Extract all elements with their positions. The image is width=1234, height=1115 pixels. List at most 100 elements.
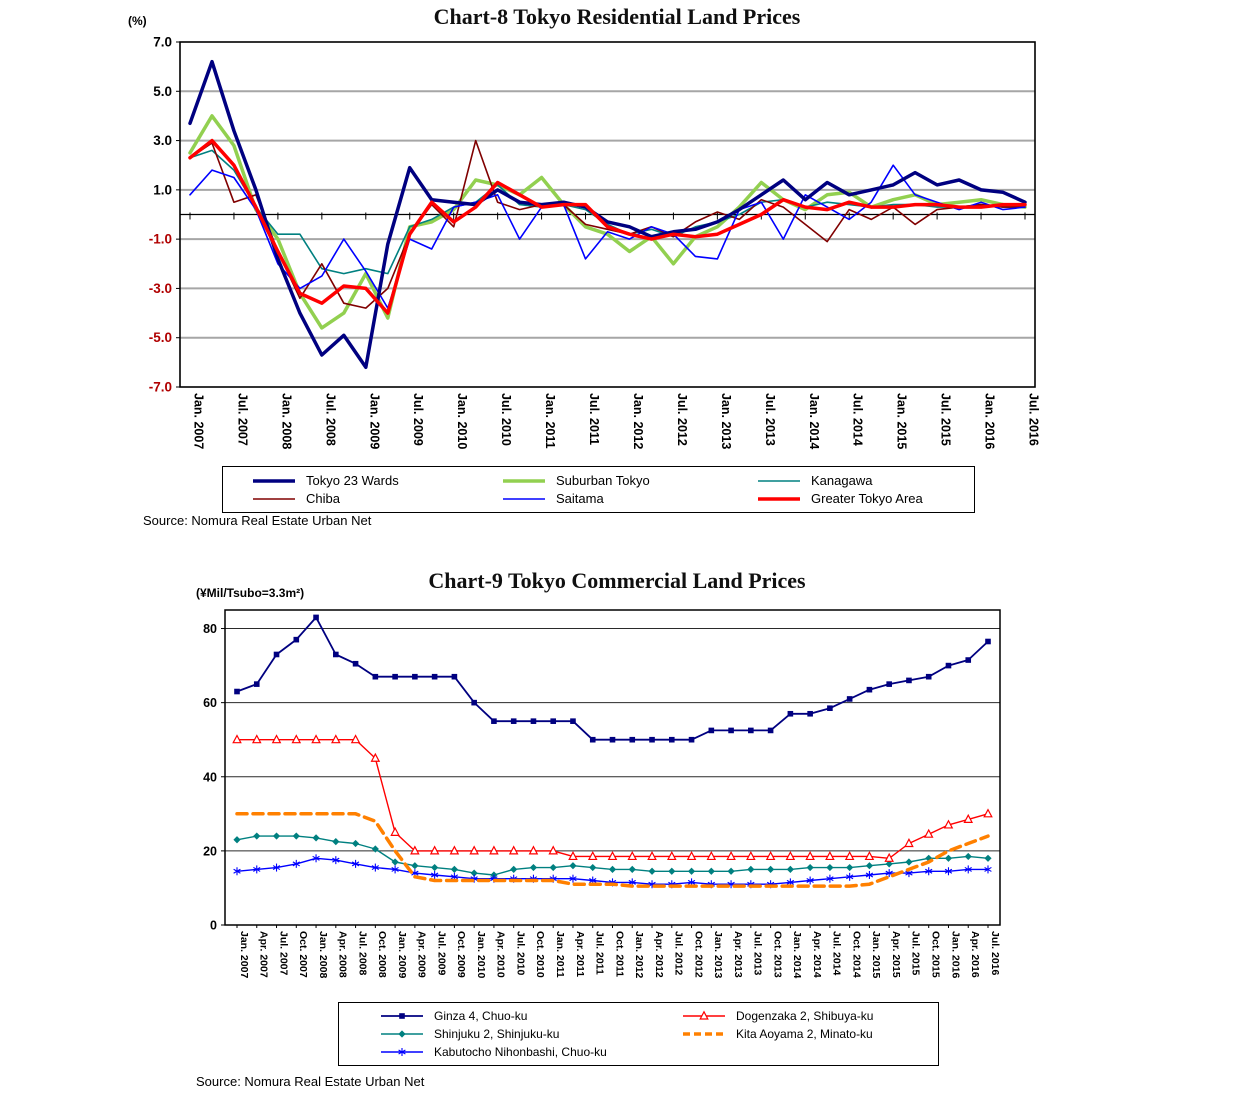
- x-tick-label: Oct. 2012: [692, 931, 704, 978]
- x-tick-label: Jul. 2009: [411, 393, 425, 446]
- triangle-marker: [370, 752, 381, 762]
- x-tick-label: Oct. 2007: [297, 931, 309, 978]
- square-marker: [846, 696, 853, 702]
- diamond-marker: [648, 867, 656, 875]
- x-tick-label: Jul. 2014: [851, 393, 865, 446]
- square-marker: [352, 660, 359, 667]
- legend-line-sample: [758, 496, 800, 501]
- square-marker: [530, 718, 537, 724]
- triangle-marker: [548, 845, 559, 855]
- asterisk-marker: [450, 874, 459, 880]
- diamond-marker: [707, 867, 715, 875]
- y-tick-label: 7.0: [153, 35, 172, 50]
- chart9-title: Chart-9 Tokyo Commercial Land Prices: [428, 568, 806, 593]
- series-line-1: [236, 738, 989, 859]
- legend-item-1: Dogenzaka 2, Shibuya-ku: [681, 1009, 938, 1023]
- asterisk-marker: [786, 879, 795, 885]
- triangle-marker: [726, 850, 736, 861]
- diamond-marker: [806, 863, 814, 872]
- triangle-marker: [291, 734, 302, 744]
- asterisk-marker: [826, 876, 834, 882]
- x-tick-label: Jul. 2016: [1027, 393, 1041, 446]
- asterisk-marker: [490, 876, 498, 882]
- square-marker: [649, 736, 655, 743]
- x-tick-label: Jan. 2007: [238, 931, 250, 978]
- x-tick-label: Jul. 2016: [989, 931, 1001, 976]
- x-tick-label: Jul. 2007: [277, 931, 289, 976]
- diamond-marker: [747, 865, 755, 874]
- square-marker: [399, 1013, 405, 1019]
- triangle-marker: [271, 734, 282, 744]
- triangle-marker: [232, 734, 242, 744]
- triangle-marker: [508, 845, 519, 855]
- x-tick-label: Jul. 2015: [939, 393, 953, 446]
- legend-label: Kanagawa: [811, 473, 873, 488]
- x-tick-label: Apr. 2007: [258, 931, 270, 978]
- chart9-plot: 80 60 40 20 0 Jan. 2007 Apr. 2007 Jul. 2007 Oct.…: [203, 609, 1001, 978]
- x-tick-label: Jul. 2010: [499, 393, 513, 446]
- diamond-marker: [332, 838, 340, 846]
- x-tick-label: Oct. 2013: [771, 931, 783, 978]
- x-tick-label: Jul. 2011: [587, 393, 601, 445]
- triangle-marker: [686, 850, 697, 861]
- triangle-marker: [963, 813, 974, 823]
- diamond-marker: [885, 860, 893, 868]
- triangle-marker: [706, 850, 717, 861]
- legend-label: Kabutocho Nihonbashi, Chuo-ku: [434, 1045, 607, 1059]
- legend-item-2: Kanagawa: [756, 473, 974, 488]
- y-tick-label: 1.0: [153, 182, 172, 197]
- legend-item-4: Kabutocho Nihonbashi, Chuo-ku: [379, 1045, 681, 1059]
- x-tick-label: Oct. 2011: [613, 931, 625, 977]
- triangle-marker: [311, 734, 321, 744]
- asterisk-marker: [845, 874, 854, 880]
- triangle-marker: [469, 845, 479, 855]
- legend-label: Saitama: [556, 491, 604, 506]
- asterisk-marker: [944, 868, 953, 874]
- square-marker: [313, 614, 319, 621]
- triangle-marker: [805, 850, 815, 861]
- chart9-source: Source: Nomura Real Estate Urban Net: [196, 1074, 425, 1089]
- square-marker: [688, 736, 695, 743]
- x-tick-label: Apr. 2012: [653, 931, 665, 978]
- square-marker: [333, 651, 339, 658]
- x-tick-label: Jan. 2016: [983, 393, 997, 449]
- triangle-marker: [528, 845, 539, 855]
- x-tick-label: Jan. 2012: [633, 931, 645, 978]
- triangle-marker: [746, 850, 756, 861]
- y-tick-label: 0: [210, 919, 217, 933]
- x-tick-label: Apr. 2008: [337, 931, 349, 978]
- x-tick-label: Jan. 2007: [192, 393, 206, 449]
- triangle-marker: [627, 850, 638, 861]
- legend-line-sample: [381, 1030, 423, 1038]
- y-tick-label: -7.0: [149, 380, 172, 395]
- triangle-marker: [607, 850, 618, 861]
- x-tick-label: Jul. 2009: [435, 931, 447, 976]
- x-tick-label: Jan. 2010: [455, 393, 469, 449]
- square-marker: [451, 673, 458, 680]
- square-marker: [728, 727, 734, 734]
- asterisk-marker: [332, 857, 340, 863]
- x-tick-label: Jan. 2015: [870, 931, 882, 978]
- x-tick-label: Jul. 2012: [673, 931, 685, 976]
- asterisk-marker: [398, 1049, 406, 1055]
- square-marker: [372, 673, 379, 680]
- asterisk-marker: [984, 866, 992, 872]
- x-tick-label: Apr. 2011: [574, 931, 586, 977]
- legend-item-5: Greater Tokyo Area: [756, 491, 974, 506]
- square-marker: [234, 688, 240, 695]
- triangle-marker: [943, 819, 954, 829]
- square-marker: [253, 681, 260, 687]
- legend-line-sample: [253, 497, 295, 500]
- y-tick-label: 80: [203, 622, 217, 636]
- triangle-marker: [844, 850, 855, 861]
- square-marker: [767, 727, 774, 734]
- diamond-marker: [371, 845, 379, 853]
- square-marker: [293, 636, 300, 643]
- square-marker: [589, 736, 596, 743]
- triangle-marker: [864, 850, 875, 861]
- triangle-marker: [699, 1010, 709, 1020]
- series-line-1: [188, 114, 1027, 330]
- triangle-marker: [449, 845, 460, 855]
- y-tick-label: 3.0: [153, 133, 172, 148]
- square-marker: [491, 718, 497, 724]
